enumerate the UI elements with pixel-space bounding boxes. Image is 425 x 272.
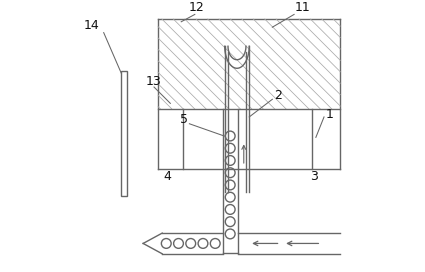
- Text: 12: 12: [188, 1, 204, 14]
- Text: 4: 4: [164, 170, 172, 183]
- Bar: [121, 71, 128, 196]
- Text: 1: 1: [326, 108, 333, 121]
- Text: 13: 13: [146, 75, 162, 88]
- Text: 11: 11: [295, 1, 310, 14]
- Text: 2: 2: [274, 89, 282, 102]
- Text: 14: 14: [84, 19, 99, 32]
- Text: 3: 3: [311, 170, 318, 183]
- Text: 5: 5: [180, 113, 188, 126]
